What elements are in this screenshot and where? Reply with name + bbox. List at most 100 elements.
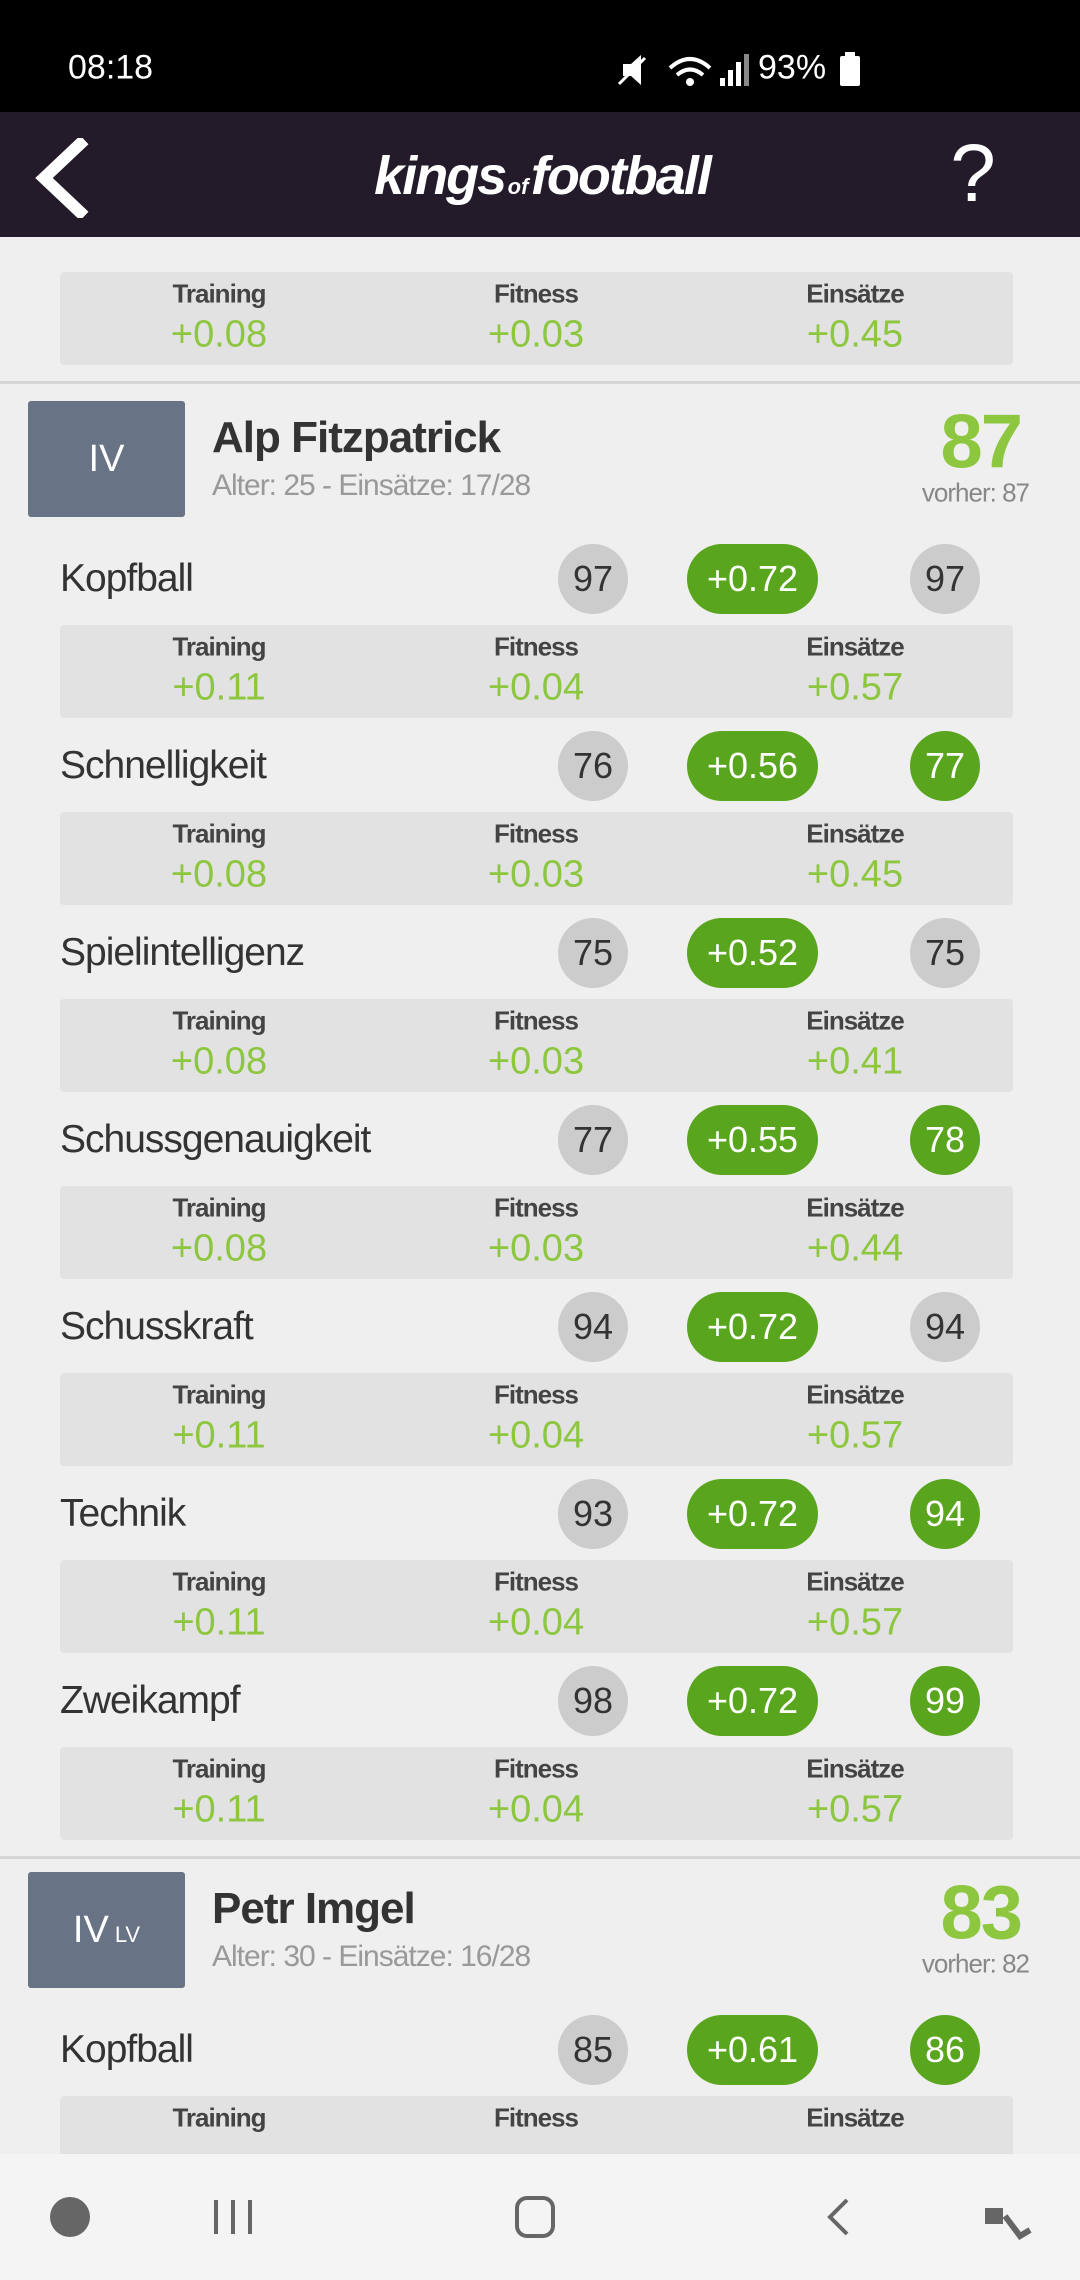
- stat-new: 77: [910, 731, 980, 801]
- breakdown-label: Training: [172, 631, 266, 662]
- stat-delta: +0.52: [687, 918, 818, 988]
- battery-text: 93%: [758, 48, 827, 87]
- back-nav-button[interactable]: [827, 2198, 849, 2236]
- breakdown-label: Einsätze: [806, 2102, 904, 2133]
- breakdown-value: +0.04: [487, 1601, 585, 1644]
- logo-football: football: [530, 146, 712, 206]
- stat-name: Technik: [60, 1492, 186, 1535]
- breakdown-value: +0.04: [487, 1414, 585, 1457]
- breakdown-value: +0.08: [170, 313, 268, 356]
- breakdown-label: Fitness: [493, 1192, 579, 1223]
- position-badge: IV LV: [28, 1872, 185, 1988]
- breakdown-box: [60, 1560, 1013, 1653]
- position-sub: LV: [114, 1922, 141, 1947]
- stat-new: 75: [910, 918, 980, 988]
- stat-name: Schussgenauigkeit: [60, 1118, 371, 1161]
- stat-name: Kopfball: [60, 557, 194, 600]
- stat-new: 99: [910, 1666, 980, 1736]
- stat-name: Spielintelligenz: [60, 931, 305, 974]
- breakdown-label: Fitness: [493, 1566, 579, 1597]
- breakdown-label: Einsätze: [806, 278, 904, 309]
- stat-delta: +0.72: [687, 544, 818, 614]
- stat-new: 78: [910, 1105, 980, 1175]
- lock-icon[interactable]: [985, 2208, 1032, 2240]
- stat-old: 76: [558, 731, 628, 801]
- position: IV: [72, 1908, 109, 1951]
- breakdown-value: +0.45: [806, 313, 904, 356]
- breakdown-label: Einsätze: [806, 1379, 904, 1410]
- stat-new: 94: [910, 1292, 980, 1362]
- player-name: Alp Fitzpatrick: [212, 413, 501, 462]
- breakdown-value: +0.08: [170, 1040, 268, 1083]
- stat-old: 77: [558, 1105, 628, 1175]
- breakdown-label: Fitness: [493, 278, 579, 309]
- help-button[interactable]: ?: [950, 128, 996, 219]
- breakdown-label: Fitness: [493, 1753, 579, 1784]
- status-icons: [617, 54, 749, 86]
- breakdown-value: +0.57: [806, 666, 904, 709]
- logo-kings: kings: [374, 146, 507, 206]
- status-time: 08:18: [68, 48, 154, 87]
- stat-name: Zweikampf: [60, 1679, 241, 1722]
- stat-old: 93: [558, 1479, 628, 1549]
- breakdown-label: Training: [172, 2102, 266, 2133]
- stat-new: 97: [910, 544, 980, 614]
- player-rating: 87: [940, 399, 1023, 485]
- breakdown-label: Einsätze: [806, 818, 904, 849]
- breakdown-label: Training: [172, 1566, 266, 1597]
- battery-icon: [840, 52, 860, 86]
- player-previous: vorher: 82: [921, 1948, 1030, 1979]
- stat-name: Schnelligkeit: [60, 744, 267, 787]
- stat-old: 75: [558, 918, 628, 988]
- player-meta: Alter: 30 - Einsätze: 16/28: [212, 1940, 531, 1973]
- breakdown-value: +0.57: [806, 1601, 904, 1644]
- stat-new: 94: [910, 1479, 980, 1549]
- breakdown-box: [60, 1186, 1013, 1279]
- breakdown-value: +0.44: [806, 1227, 904, 1270]
- stat-name: Kopfball: [60, 2028, 194, 2071]
- breakdown-label: Einsätze: [806, 1566, 904, 1597]
- separator: [0, 1856, 1080, 1859]
- stat-new: 86: [910, 2015, 980, 2085]
- breakdown-label: Training: [172, 278, 266, 309]
- breakdown-value: +0.11: [172, 1414, 266, 1457]
- breakdown-value: +0.08: [170, 1227, 268, 1270]
- stat-old: 94: [558, 1292, 628, 1362]
- breakdown-value: +0.03: [487, 1227, 585, 1270]
- nav-bar: [0, 2154, 1080, 2280]
- stat-name: Schusskraft: [60, 1305, 254, 1348]
- breakdown-label: Training: [172, 1192, 266, 1223]
- stat-delta: +0.72: [687, 1479, 818, 1549]
- logo: kings of football: [374, 145, 712, 207]
- breakdown-value: +0.03: [487, 1040, 585, 1083]
- breakdown-value: +0.45: [806, 853, 904, 896]
- stat-delta: +0.55: [687, 1105, 818, 1175]
- breakdown-box: [60, 999, 1013, 1092]
- breakdown-label: Fitness: [493, 1379, 579, 1410]
- home-button[interactable]: [515, 2196, 555, 2238]
- game-icon[interactable]: [50, 2197, 90, 2237]
- breakdown-value: +0.11: [172, 1788, 266, 1831]
- breakdown-value: +0.11: [172, 666, 266, 709]
- breakdown-label: Fitness: [493, 1005, 579, 1036]
- breakdown-value: +0.04: [487, 666, 585, 709]
- stat-delta: +0.56: [687, 731, 818, 801]
- player-name: Petr Imgel: [212, 1884, 416, 1933]
- stat-delta: +0.72: [687, 1666, 818, 1736]
- stat-delta: +0.72: [687, 1292, 818, 1362]
- breakdown-box: [60, 812, 1013, 905]
- player-rating: 83: [940, 1870, 1023, 1956]
- breakdown-value: +0.04: [487, 1788, 585, 1831]
- separator: [0, 381, 1080, 384]
- back-button[interactable]: [30, 138, 90, 218]
- stat-delta: +0.61: [687, 2015, 818, 2085]
- stat-old: 85: [558, 2015, 628, 2085]
- breakdown-label: Einsätze: [806, 631, 904, 662]
- content: Training +0.08 Fitness +0.03 Einsätze +0.45 IV…: [0, 237, 1080, 2154]
- recents-button[interactable]: [214, 2200, 252, 2234]
- stat-old: 98: [558, 1666, 628, 1736]
- breakdown-value: +0.03: [487, 313, 585, 356]
- breakdown-box: [60, 625, 1013, 718]
- breakdown-value: +0.57: [806, 1788, 904, 1831]
